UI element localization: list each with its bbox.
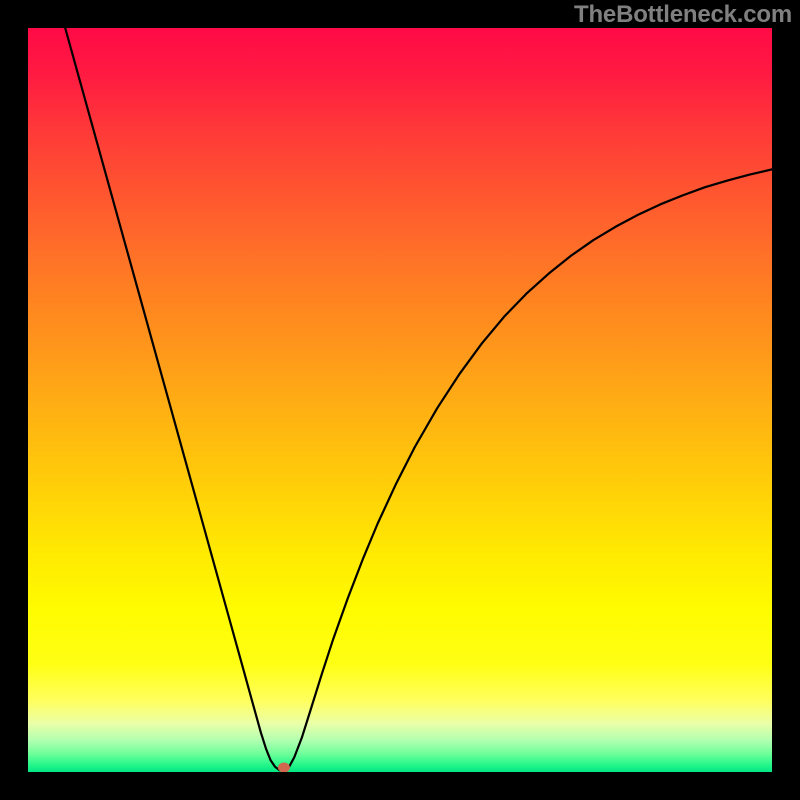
minimum-marker	[278, 763, 289, 772]
plot-area	[28, 28, 772, 772]
watermark-text: TheBottleneck.com	[574, 1, 792, 29]
chart-svg	[28, 28, 772, 772]
gradient-background	[28, 28, 772, 772]
